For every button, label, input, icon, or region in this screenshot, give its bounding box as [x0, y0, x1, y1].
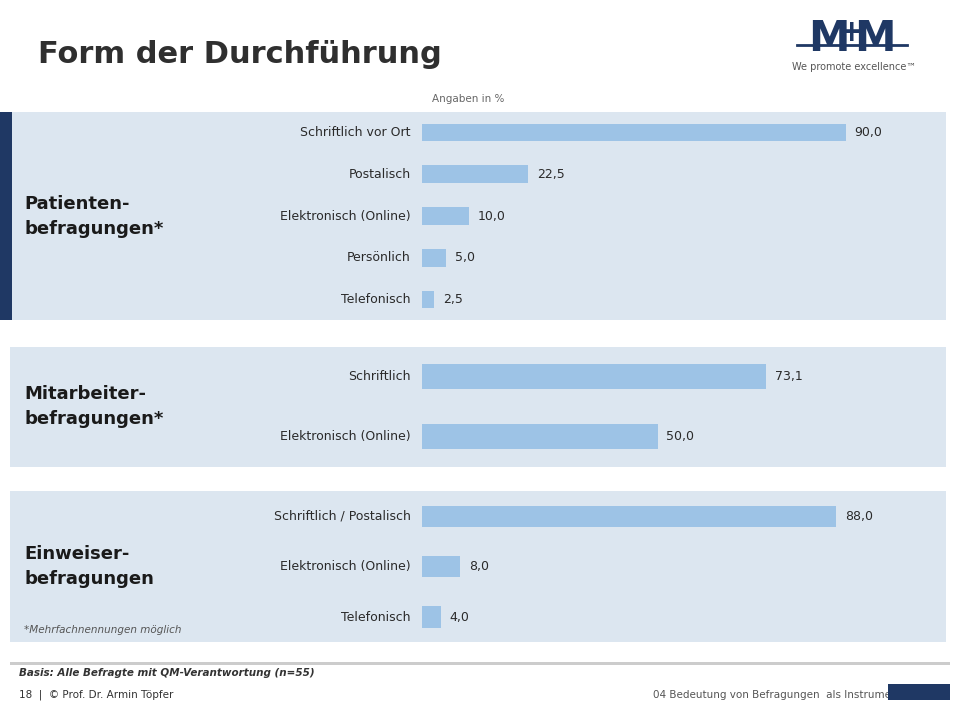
Text: 73,1: 73,1 — [775, 370, 803, 384]
Bar — [422, 424, 658, 449]
Text: 10,0: 10,0 — [478, 210, 506, 222]
Bar — [422, 249, 445, 266]
Bar — [10, 662, 950, 665]
Text: Einweiser-
befragungen: Einweiser- befragungen — [24, 545, 154, 588]
Text: Elektronisch (Online): Elektronisch (Online) — [280, 560, 411, 573]
Text: 50,0: 50,0 — [666, 430, 694, 444]
Text: Telefonisch: Telefonisch — [342, 611, 411, 624]
Text: Schriftlich: Schriftlich — [348, 370, 411, 384]
Bar — [422, 124, 846, 141]
Text: Basis: Alle Befragte mit QM-Verantwortung (n=55): Basis: Alle Befragte mit QM-Verantwortun… — [19, 668, 315, 678]
Bar — [422, 505, 836, 527]
Bar — [10, 491, 946, 642]
Bar — [422, 207, 469, 225]
Text: Form der Durchführung: Form der Durchführung — [38, 40, 443, 68]
Bar — [10, 347, 946, 467]
Text: 04 Bedeutung von Befragungen  als Instrument des QM: 04 Bedeutung von Befragungen als Instrum… — [653, 690, 944, 700]
Text: Mitarbeiter-
befragungen*: Mitarbeiter- befragungen* — [24, 385, 163, 428]
Text: 88,0: 88,0 — [845, 510, 873, 523]
Text: Telefonisch: Telefonisch — [342, 293, 411, 306]
Text: *Mehrfachnennungen möglich: *Mehrfachnennungen möglich — [24, 625, 181, 635]
Text: 18  |  © Prof. Dr. Armin Töpfer: 18 | © Prof. Dr. Armin Töpfer — [19, 690, 174, 701]
Text: Patienten-
befragungen*: Patienten- befragungen* — [24, 194, 163, 238]
Text: +: + — [839, 18, 864, 47]
Bar — [422, 291, 434, 308]
Text: 4,0: 4,0 — [450, 611, 469, 624]
Bar — [422, 556, 460, 577]
Text: Schriftlich vor Ort: Schriftlich vor Ort — [300, 126, 411, 139]
Text: Persönlich: Persönlich — [348, 251, 411, 264]
Text: Elektronisch (Online): Elektronisch (Online) — [280, 430, 411, 444]
Bar — [422, 606, 442, 628]
Text: M: M — [854, 18, 896, 60]
Bar — [422, 166, 528, 183]
Bar — [888, 684, 950, 700]
Text: M: M — [808, 18, 850, 60]
Text: We promote excellence™: We promote excellence™ — [792, 62, 917, 72]
Text: Elektronisch (Online): Elektronisch (Online) — [280, 210, 411, 222]
Bar — [10, 112, 946, 320]
Text: Angaben in %: Angaben in % — [432, 94, 504, 104]
Text: Postalisch: Postalisch — [348, 168, 411, 181]
Text: 2,5: 2,5 — [443, 293, 463, 306]
Text: 5,0: 5,0 — [455, 251, 474, 264]
Bar — [0, 112, 12, 320]
Text: 22,5: 22,5 — [537, 168, 564, 181]
Text: 90,0: 90,0 — [854, 126, 882, 139]
Text: Schriftlich / Postalisch: Schriftlich / Postalisch — [274, 510, 411, 523]
Bar — [422, 364, 766, 390]
Text: 8,0: 8,0 — [468, 560, 489, 573]
